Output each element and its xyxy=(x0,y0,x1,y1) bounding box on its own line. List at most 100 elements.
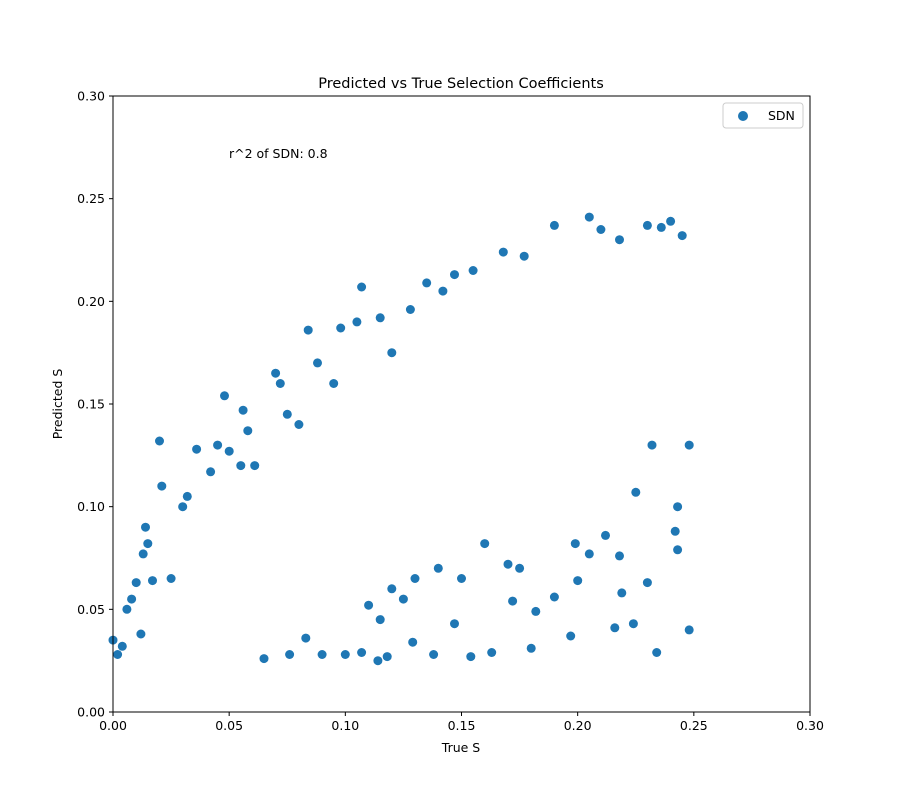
data-point xyxy=(301,633,311,643)
x-tick-label: 0.15 xyxy=(448,718,476,733)
data-point xyxy=(468,266,478,275)
data-point xyxy=(250,461,260,471)
data-point xyxy=(503,559,513,569)
data-point xyxy=(615,551,624,561)
x-tick-label: 0.20 xyxy=(564,718,592,733)
r-squared-annotation: r^2 of SDN: 0.8 xyxy=(229,146,328,161)
data-point xyxy=(480,539,490,549)
data-point xyxy=(117,641,127,651)
data-point xyxy=(652,648,662,657)
chart-title: Predicted vs True Selection Coefficients xyxy=(318,76,604,92)
data-point xyxy=(243,426,253,436)
y-tick-label: 0.20 xyxy=(77,294,105,309)
data-point xyxy=(182,491,192,501)
legend-marker xyxy=(738,111,748,121)
data-point xyxy=(433,563,443,573)
data-point xyxy=(573,576,583,586)
y-tick-label: 0.05 xyxy=(77,602,105,617)
data-point xyxy=(673,545,683,555)
data-point xyxy=(329,379,339,388)
data-point xyxy=(157,481,167,491)
data-point xyxy=(628,619,638,629)
data-point xyxy=(429,650,439,659)
data-point xyxy=(405,305,415,314)
data-point xyxy=(166,574,176,583)
data-point xyxy=(285,650,295,659)
x-tick-label: 0.30 xyxy=(796,718,824,733)
data-point xyxy=(596,225,606,234)
data-point xyxy=(220,391,229,401)
data-point xyxy=(373,656,383,666)
data-point xyxy=(313,358,322,368)
legend-box xyxy=(722,102,804,129)
data-point xyxy=(357,282,367,292)
x-tick-label: 0.10 xyxy=(331,718,359,733)
y-tick-label: 0.00 xyxy=(77,705,105,720)
data-point xyxy=(224,446,234,456)
data-points xyxy=(108,212,694,666)
data-point xyxy=(178,502,188,512)
data-point xyxy=(238,405,248,415)
x-tick-label: 0.05 xyxy=(215,718,243,733)
data-point xyxy=(615,235,624,245)
data-point xyxy=(684,625,694,635)
data-point xyxy=(498,247,508,257)
data-point xyxy=(684,440,694,450)
data-point xyxy=(340,650,350,659)
data-point xyxy=(601,530,610,540)
y-tick-label: 0.30 xyxy=(77,89,105,104)
data-point xyxy=(610,623,620,633)
data-point xyxy=(466,652,476,662)
data-point xyxy=(122,604,132,614)
data-point xyxy=(206,467,216,477)
legend: SDN xyxy=(722,102,804,129)
data-point xyxy=(387,584,397,594)
data-point xyxy=(387,348,397,358)
data-point xyxy=(673,502,683,512)
data-point xyxy=(375,313,385,323)
data-point xyxy=(294,420,304,429)
data-point xyxy=(519,251,529,261)
data-point xyxy=(303,325,313,335)
data-point xyxy=(508,596,518,606)
data-point xyxy=(515,563,525,573)
data-point xyxy=(549,220,559,230)
data-point xyxy=(138,549,148,559)
data-point xyxy=(127,594,137,604)
y-axis-ticks: 0.00 0.05 0.10 0.15 0.20 0.25 0.30 xyxy=(77,89,113,720)
data-point xyxy=(570,539,580,549)
data-point xyxy=(526,643,536,653)
data-point xyxy=(136,629,146,639)
data-point xyxy=(155,436,164,446)
data-point xyxy=(382,652,392,662)
data-point xyxy=(131,578,141,588)
x-tick-label: 0.25 xyxy=(680,718,708,733)
data-point xyxy=(617,588,627,598)
data-point xyxy=(141,522,150,532)
data-point xyxy=(408,637,418,647)
data-point xyxy=(236,461,246,471)
data-point xyxy=(317,650,327,659)
data-point xyxy=(398,594,408,604)
y-tick-label: 0.10 xyxy=(77,499,105,514)
data-point xyxy=(656,222,666,232)
data-point xyxy=(410,574,420,583)
x-tick-label: 0.00 xyxy=(99,718,127,733)
data-point xyxy=(148,576,157,586)
data-point xyxy=(113,650,123,659)
data-point xyxy=(584,212,594,222)
data-point xyxy=(375,615,385,625)
data-point xyxy=(549,592,559,602)
x-axis-ticks: 0.00 0.05 0.10 0.15 0.20 0.25 0.30 xyxy=(99,712,824,733)
data-point xyxy=(192,444,202,454)
data-point xyxy=(631,487,641,497)
data-point xyxy=(282,409,292,419)
data-point xyxy=(642,578,652,588)
data-point xyxy=(457,574,466,583)
legend-label-sdn: SDN xyxy=(768,108,795,123)
y-tick-label: 0.25 xyxy=(77,191,105,206)
data-point xyxy=(438,286,448,296)
y-tick-label: 0.15 xyxy=(77,397,105,412)
data-point xyxy=(584,549,594,559)
